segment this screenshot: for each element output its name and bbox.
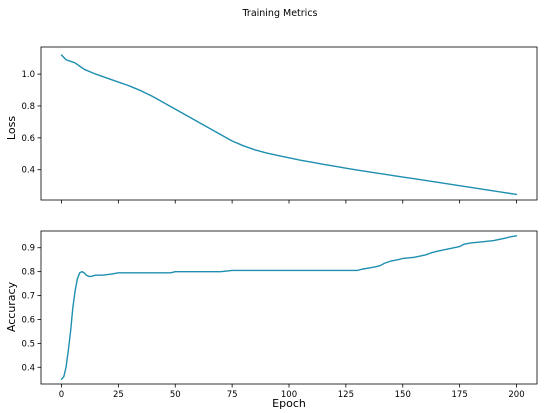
accuracy-panel: Accuracy 0.4 0.5 0.6 0.7 0.8 0.9 0 25 50 75 100 125… — [5, 230, 538, 400]
loss-panel: Loss 0.4 0.6 0.8 1.0 — [5, 46, 538, 204]
accuracy-series-line — [60, 235, 518, 380]
loss-axis-label: Loss — [5, 116, 18, 140]
epoch-axis-label: Epoch — [272, 397, 306, 410]
xtick-label: 50 — [170, 390, 181, 400]
accuracy-plot-frame — [40, 230, 538, 385]
loss-ytick-label: 0.6 — [21, 134, 35, 144]
xtick-label: 25 — [113, 390, 124, 400]
xtick-label: 75 — [227, 390, 238, 400]
xtick-label: 100 — [281, 390, 297, 400]
loss-ytick-label: 1.0 — [21, 70, 35, 80]
accuracy-ytick-label: 0.8 — [21, 268, 35, 278]
accuracy-ytick-label: 0.9 — [21, 244, 35, 254]
accuracy-ytick-label: 0.7 — [21, 292, 35, 302]
xtick-label: 200 — [508, 390, 524, 400]
accuracy-ytick-label: 0.6 — [21, 315, 35, 325]
loss-plot-frame — [40, 46, 538, 201]
xtick-label: 0 — [59, 390, 64, 400]
xtick-label: 175 — [452, 390, 468, 400]
chart-title: Training Metrics — [242, 8, 318, 19]
accuracy-ytick-label: 0.5 — [21, 339, 35, 349]
loss-ytick-label: 0.8 — [21, 102, 35, 112]
loss-series-line — [60, 54, 518, 196]
xtick-label: 125 — [338, 390, 354, 400]
loss-ytick-label: 0.4 — [21, 166, 35, 176]
xtick-label: 150 — [395, 390, 411, 400]
accuracy-ytick-label: 0.4 — [21, 363, 35, 373]
accuracy-axis-label: Accuracy — [5, 281, 18, 332]
